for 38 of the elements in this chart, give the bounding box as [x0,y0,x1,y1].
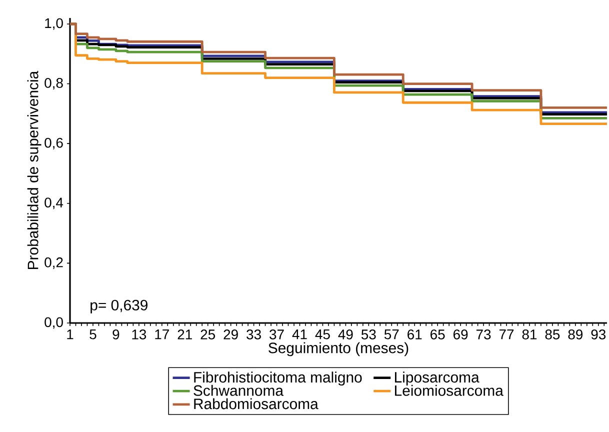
x-tick-label: 93 [591,330,606,340]
legend-label: Schwannoma [194,384,284,396]
x-axis-title: Seguimiento (meses) [268,342,408,356]
x-tick-label: 21 [178,330,192,340]
x-tick-label: 57 [384,330,399,340]
x-tick-label: 5 [90,330,96,340]
x-tick-label: 17 [155,330,169,340]
y-tick-label: 1,0 [45,18,63,30]
y-tick-label: 0,4 [44,198,64,210]
legend-label: Fibrohistiocitoma maligno [194,372,362,386]
legend-label: Rabdomiosarcoma [194,398,318,410]
x-tick-label: 1 [67,330,74,340]
x-tick-label: 85 [545,330,560,340]
legend-label: Liposarcoma [395,372,480,386]
y-axis-title: Probabilidad de supervivencia [27,70,42,269]
x-tick-label: 73 [476,330,491,340]
y-tick-label: 0,0 [44,317,63,329]
y-tick-label: 0,8 [44,78,63,90]
x-tick-label: 37 [270,330,284,340]
x-tick-label: 65 [430,330,445,340]
annotation: p= 0,639 [90,300,148,314]
x-tick-label: 81 [522,330,537,340]
x-tick-label: 77 [499,330,514,340]
legend-label: Leiomiosarcoma [395,384,504,396]
x-tick-label: 49 [338,330,353,340]
x-tick-label: 29 [224,330,238,340]
y-tick-label: 0,6 [44,138,63,150]
x-tick-label: 33 [246,330,261,340]
x-tick-label: 45 [315,330,330,340]
x-tick-label: 9 [112,330,120,340]
x-tick-label: 89 [568,330,583,340]
x-tick-label: 69 [454,330,468,340]
x-tick-label: 13 [132,330,146,340]
x-tick-label: 53 [361,330,376,340]
x-tick-label: 41 [292,330,307,340]
x-tick-label: 61 [408,330,422,340]
y-tick-label: 0,2 [44,257,63,269]
x-tick-label: 25 [200,330,216,340]
